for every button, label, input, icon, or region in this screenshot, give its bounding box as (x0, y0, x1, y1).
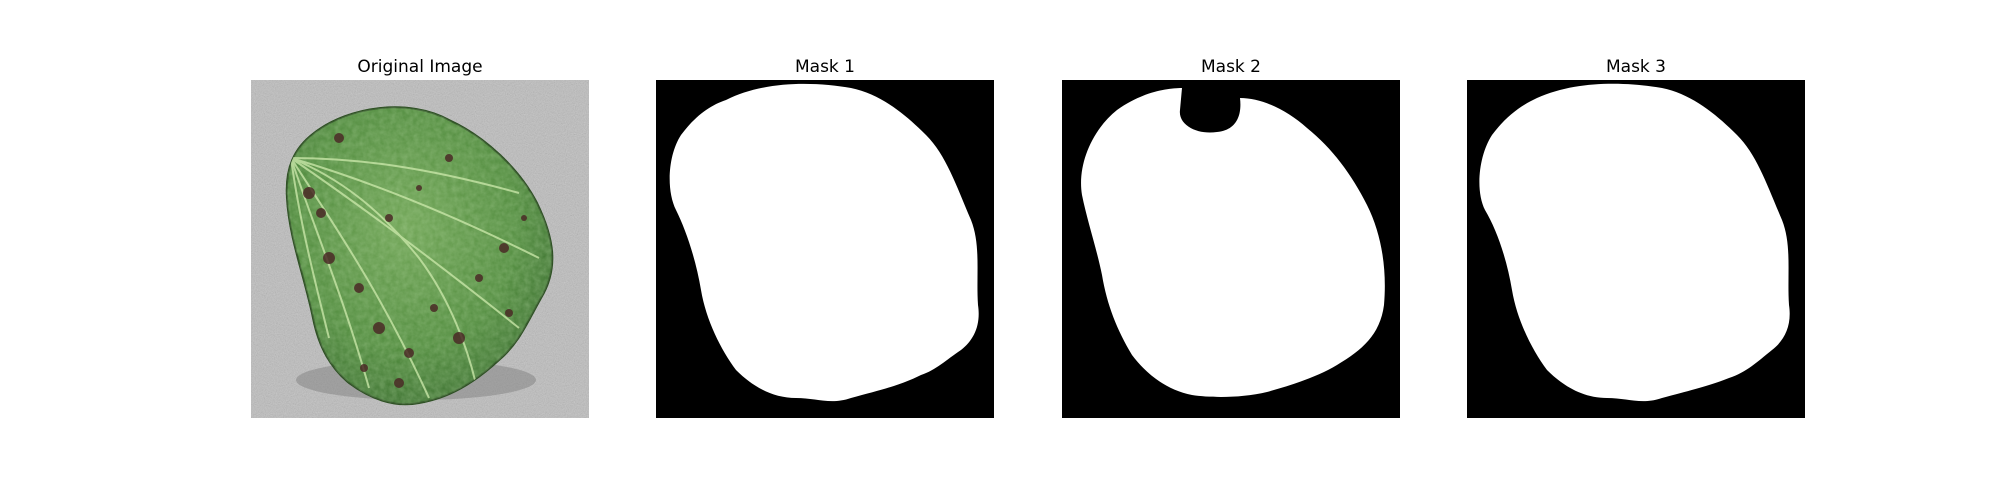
leaf-photo (251, 80, 589, 418)
panel-title: Original Image (357, 57, 483, 77)
mask-2-foreground (1081, 88, 1385, 397)
mask-2-image (1062, 80, 1400, 418)
mask-1-image (656, 80, 994, 418)
panel-original-image: Original Image (251, 55, 589, 418)
mask-1-foreground (669, 83, 979, 402)
panel-title: Mask 3 (1605, 57, 1666, 77)
panel-mask-3: Mask 3 (1467, 55, 1805, 418)
mask-3-image (1467, 80, 1805, 418)
panel-title: Mask 1 (794, 57, 855, 77)
leaf-spots (303, 133, 527, 388)
mask-3-foreground (1479, 83, 1790, 402)
panel-title: Mask 2 (1200, 57, 1261, 77)
panel-mask-1: Mask 1 (656, 55, 994, 418)
panel-mask-2: Mask 2 (1062, 55, 1400, 418)
